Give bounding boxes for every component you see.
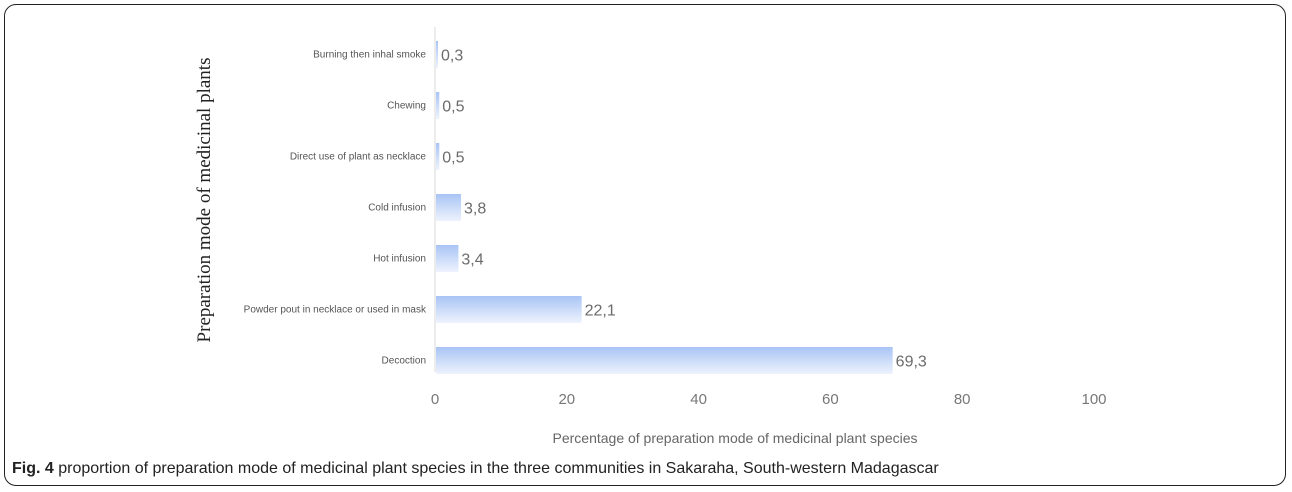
category-label: Direct use of plant as necklace xyxy=(290,152,427,163)
category-label: Cold infusion xyxy=(368,203,426,214)
x-tick-label: 20 xyxy=(558,391,575,408)
figure-caption: Fig. 4 proportion of preparation mode of… xyxy=(12,460,939,478)
caption-text: proportion of preparation mode of medici… xyxy=(53,460,939,477)
x-tick-label: 80 xyxy=(954,391,971,408)
category-label: Chewing xyxy=(387,101,426,112)
x-axis-title: Percentage of preparation mode of medici… xyxy=(553,430,918,446)
x-tick-label: 100 xyxy=(1081,391,1106,408)
bar xyxy=(436,41,438,68)
caption-label: Fig. 4 xyxy=(12,460,54,477)
category-label: Hot infusion xyxy=(373,254,426,265)
category-label: Powder pout in necklace or used in mask xyxy=(244,305,427,316)
x-tick-label: 40 xyxy=(690,391,707,408)
x-tick-label: 60 xyxy=(822,391,839,408)
data-label: 69,3 xyxy=(896,354,927,371)
bar xyxy=(436,245,459,272)
category-label: Decoction xyxy=(382,356,426,367)
x-ticks-group: 0 20 40 60 80 100 xyxy=(431,391,1107,408)
data-label: 3,4 xyxy=(461,252,483,269)
x-tick-label: 0 xyxy=(431,391,439,408)
bar xyxy=(436,92,440,119)
data-label: 22,1 xyxy=(585,303,616,320)
data-label: 0,5 xyxy=(442,150,464,167)
bar xyxy=(436,143,440,170)
data-label: 0,5 xyxy=(442,99,464,116)
data-label: 3,8 xyxy=(464,201,486,218)
bar xyxy=(436,194,462,221)
category-label: Burning then inhal smoke xyxy=(313,50,426,61)
bar xyxy=(436,296,582,323)
figure-frame xyxy=(4,4,1286,486)
bars-group: Burning then inhal smoke 0,3 Chewing 0,5 Dir… xyxy=(244,41,927,374)
bar xyxy=(436,347,893,374)
data-label: 0,3 xyxy=(441,48,463,65)
y-axis-title: Preparation mode of medicinal plants xyxy=(194,58,215,343)
